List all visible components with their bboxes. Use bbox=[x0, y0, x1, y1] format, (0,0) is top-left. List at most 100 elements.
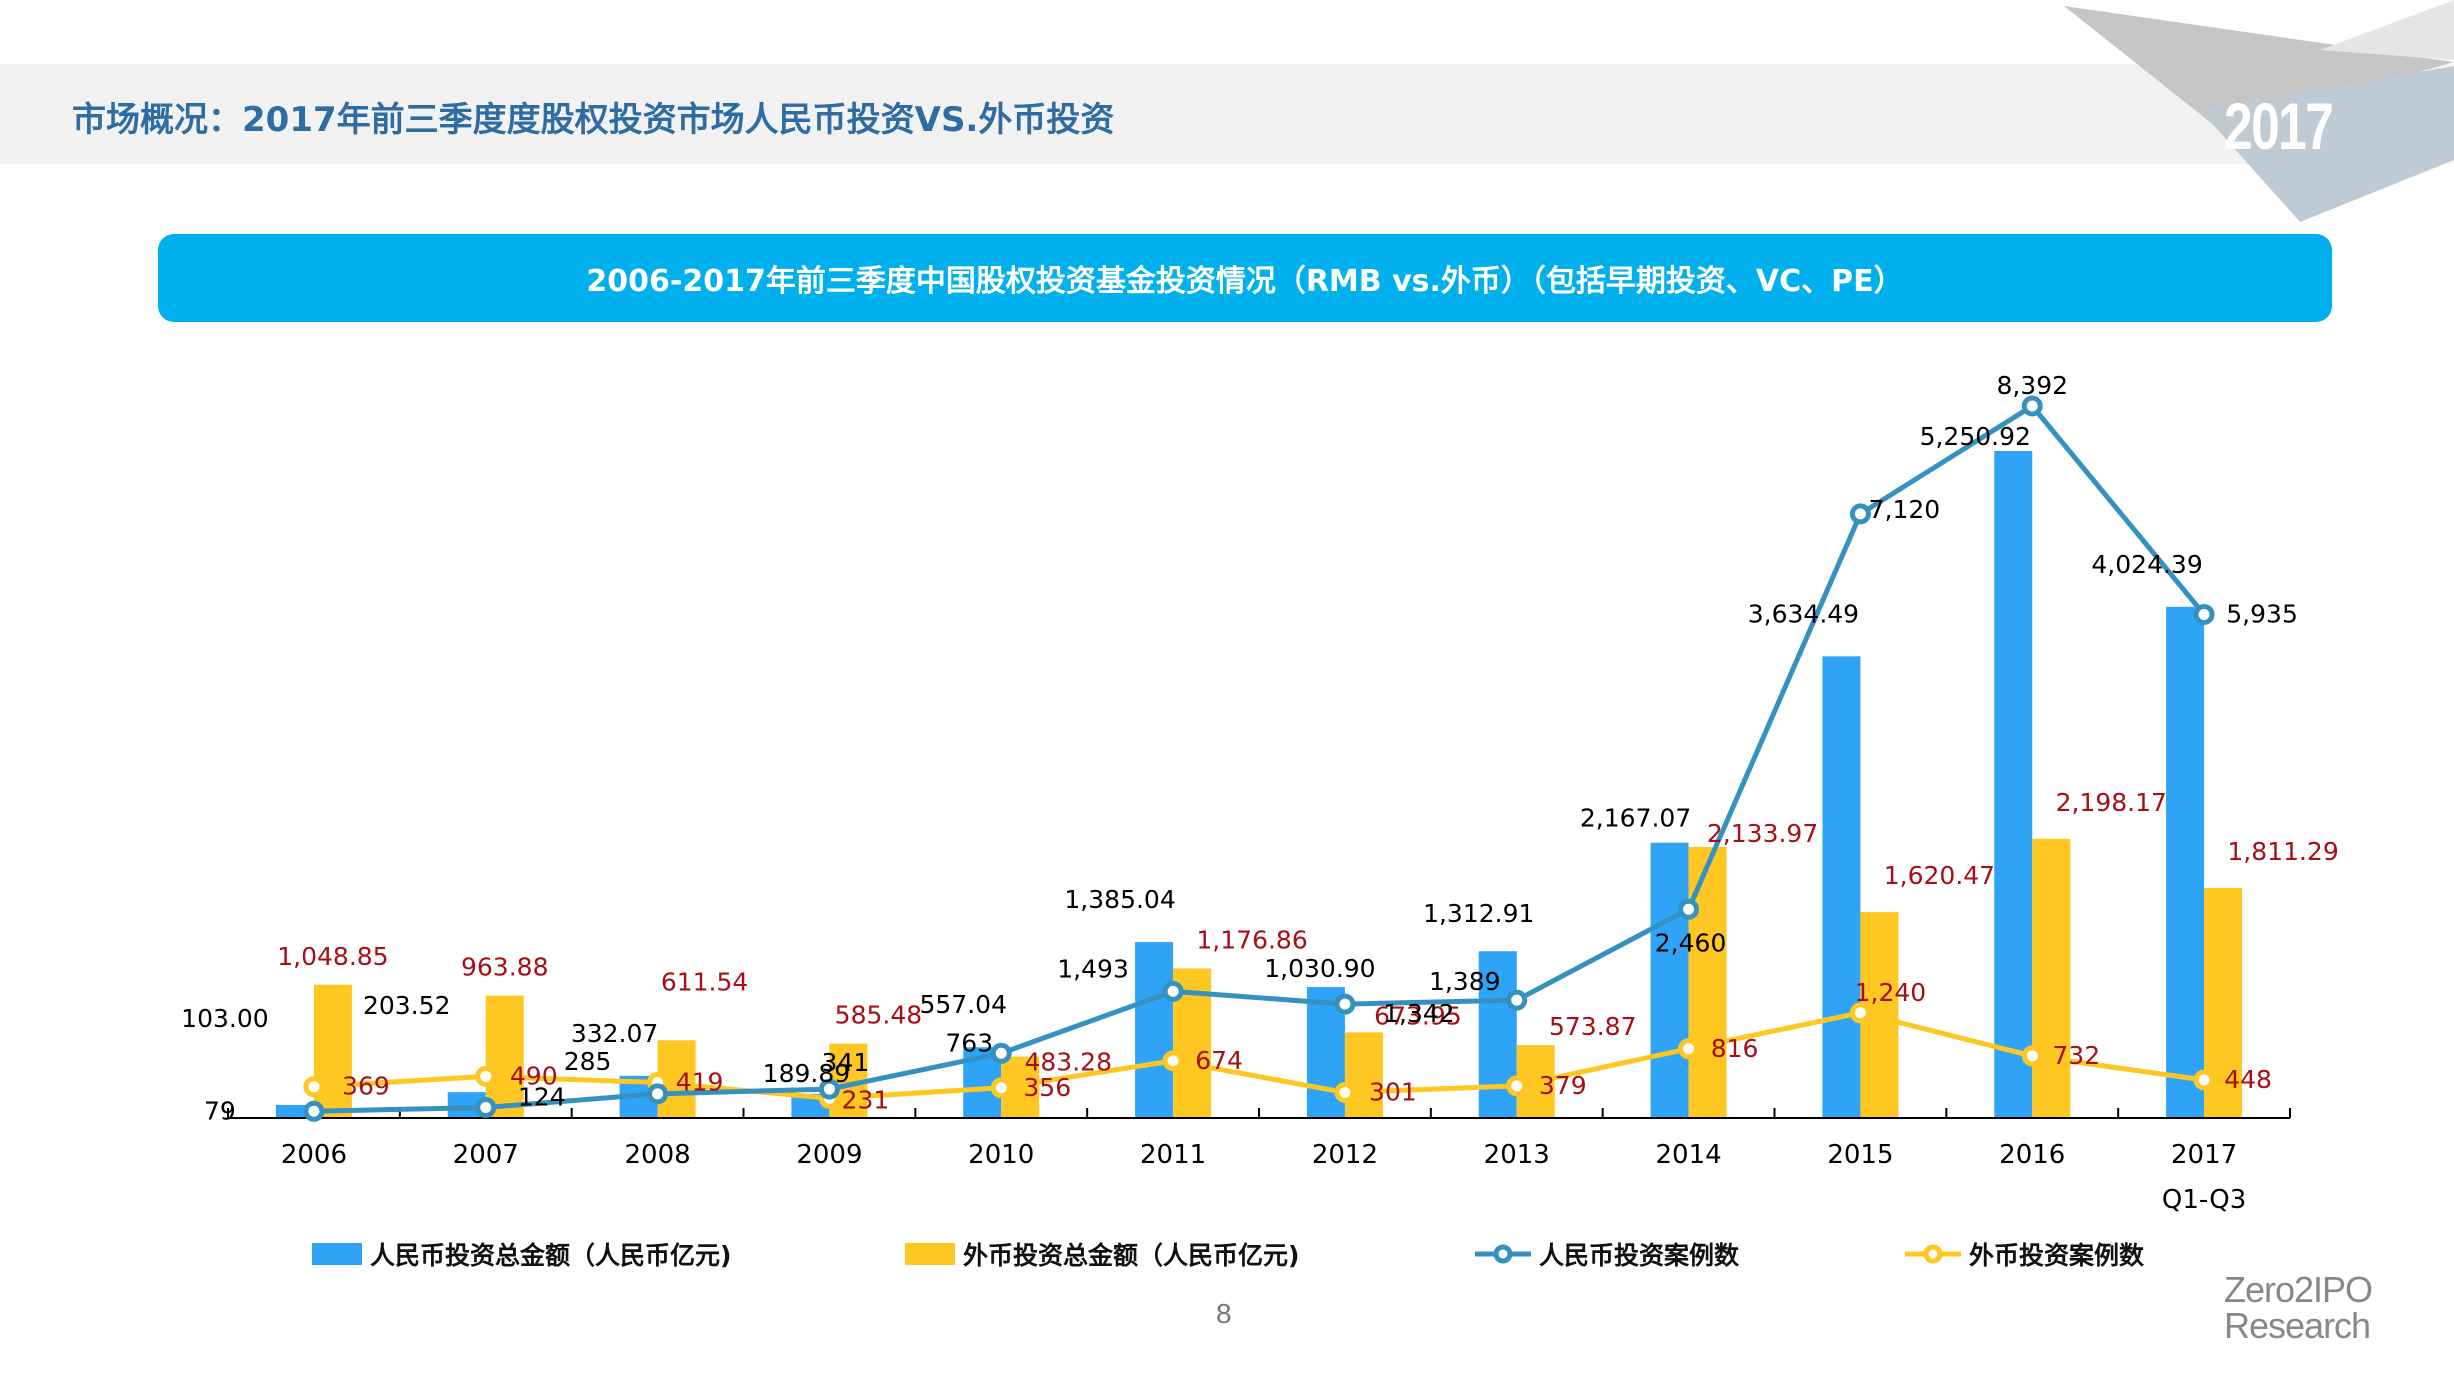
bar-foreign-amount bbox=[313, 984, 352, 1118]
data-label-rmb-amount: 2,167.07 bbox=[1580, 804, 1691, 833]
rmb-count-marker bbox=[818, 1078, 840, 1100]
rmb-count-marker bbox=[475, 1096, 497, 1118]
bar-foreign-amount bbox=[1344, 1032, 1383, 1118]
bar-foreign-amount bbox=[485, 995, 524, 1118]
foreign-count-marker bbox=[1506, 1075, 1528, 1097]
foreign-count-marker bbox=[2021, 1045, 2043, 1067]
foreign-count-marker bbox=[2193, 1069, 2215, 1091]
x-tick-sublabel: Q1-Q3 bbox=[2162, 1185, 2246, 1215]
data-label-foreign-count: 301 bbox=[1369, 1077, 1417, 1106]
bar-rmb-amount bbox=[2166, 606, 2205, 1118]
foreign-count-marker bbox=[1849, 1002, 1871, 1024]
data-label-rmb-count: 1,389 bbox=[1429, 967, 1501, 996]
brand-line-2: Research bbox=[2224, 1305, 2371, 1346]
rmb-count-marker bbox=[1678, 898, 1700, 920]
rmb-count-line bbox=[313, 403, 2207, 1114]
legend-line-marker-icon bbox=[1905, 1244, 1961, 1264]
page-number: 8 bbox=[1216, 1298, 1232, 1329]
data-label-rmb-amount: 4,024.39 bbox=[2091, 550, 2202, 579]
x-tick-label: 2012 bbox=[1312, 1140, 1378, 1170]
rmb-count-marker bbox=[2193, 603, 2215, 625]
legend-item-foreign-amount: 外币投资总金额（人民币亿元) bbox=[905, 1236, 1299, 1272]
data-label-rmb-amount: 1,312.91 bbox=[1423, 899, 1534, 928]
x-tick-label: 2011 bbox=[1140, 1140, 1206, 1170]
rmb-count-marker bbox=[1162, 980, 1184, 1002]
data-label-rmb-count: 1,342 bbox=[1383, 999, 1455, 1028]
data-label-foreign-count: 732 bbox=[2052, 1041, 2100, 1070]
x-tick-label: 2017 bbox=[2171, 1140, 2237, 1170]
data-label-foreign-amount: 673.95 bbox=[1374, 1001, 1461, 1030]
year-badge: 2017 bbox=[2224, 89, 2334, 163]
x-tick-label: 2016 bbox=[1999, 1140, 2065, 1170]
rmb-count-marker bbox=[2021, 395, 2043, 417]
data-label-rmb-amount: 5,250.92 bbox=[1920, 422, 2031, 451]
legend-label: 外币投资案例数 bbox=[1969, 1241, 2145, 1270]
x-tick-label: 2007 bbox=[453, 1140, 519, 1170]
data-label-rmb-count: 285 bbox=[564, 1047, 612, 1076]
data-label-foreign-amount: 963.88 bbox=[461, 953, 548, 982]
data-label-rmb-amount: 103.00 bbox=[181, 1004, 268, 1033]
chart-legend: 人民币投资总金额（人民币亿元) 外币投资总金额（人民币亿元) 人民币投资案例数 … bbox=[0, 1236, 2454, 1276]
foreign-count-marker bbox=[990, 1077, 1012, 1099]
brand-line-1: Zero2IPO bbox=[2224, 1269, 2373, 1310]
x-tick-label: 2015 bbox=[1827, 1140, 1893, 1170]
data-label-foreign-amount: 2,133.97 bbox=[1707, 819, 1818, 848]
legend-item-rmb-count: 人民币投资案例数 bbox=[1475, 1236, 1739, 1272]
data-label-foreign-amount: 1,176.86 bbox=[1196, 926, 1307, 955]
rmb-count-marker bbox=[1849, 503, 1871, 525]
data-label-foreign-count: 379 bbox=[1539, 1071, 1587, 1100]
data-label-rmb-count: 5,935 bbox=[2226, 599, 2298, 628]
data-label-foreign-count: 674 bbox=[1195, 1046, 1243, 1075]
foreign-count-marker bbox=[1334, 1081, 1356, 1103]
chart-title: 2006-2017年前三季度中国股权投资基金投资情况（RMB vs.外币）（包括… bbox=[586, 264, 1904, 299]
legend-item-rmb-amount: 人民币投资总金额（人民币亿元) bbox=[312, 1236, 731, 1272]
data-label-rmb-amount: 1,385.04 bbox=[1064, 885, 1175, 914]
data-label-foreign-count: 490 bbox=[510, 1061, 558, 1090]
data-label-rmb-count: 2,460 bbox=[1655, 928, 1727, 957]
data-label-foreign-amount: 1,048.85 bbox=[277, 942, 388, 971]
data-label-rmb-count: 8,392 bbox=[1996, 371, 2068, 400]
data-label-rmb-count: 341 bbox=[822, 1048, 870, 1077]
data-label-rmb-amount: 557.04 bbox=[920, 990, 1007, 1019]
data-label-rmb-count: 7,120 bbox=[1869, 495, 1941, 524]
data-label-foreign-count: 369 bbox=[342, 1072, 390, 1101]
data-label-rmb-amount: 1,030.90 bbox=[1264, 954, 1375, 983]
rmb-count-marker bbox=[647, 1083, 669, 1105]
data-label-rmb-amount: 3,634.49 bbox=[1748, 599, 1859, 628]
legend-line-marker-icon bbox=[1475, 1244, 1531, 1264]
data-label-foreign-amount: 585.48 bbox=[835, 1001, 922, 1030]
bar-rmb-amount bbox=[1822, 656, 1861, 1118]
rmb-count-marker bbox=[990, 1042, 1012, 1064]
foreign-count-marker bbox=[303, 1076, 325, 1098]
data-label-rmb-count: 763 bbox=[945, 1028, 993, 1057]
x-tick-label: 2010 bbox=[968, 1140, 1034, 1170]
foreign-count-marker bbox=[1162, 1050, 1184, 1072]
legend-swatch-rmb-amount bbox=[312, 1243, 362, 1265]
data-label-rmb-count: 124 bbox=[518, 1082, 566, 1111]
chart-title-banner: 2006-2017年前三季度中国股权投资基金投资情况（RMB vs.外币）（包括… bbox=[158, 234, 2332, 322]
rmb-count-marker bbox=[303, 1100, 325, 1122]
title-band bbox=[0, 64, 2454, 164]
foreign-count-marker bbox=[1678, 1038, 1700, 1060]
x-tick-label: 2013 bbox=[1484, 1140, 1550, 1170]
rmb-count-marker bbox=[1334, 993, 1356, 1015]
data-label-rmb-count: 1,493 bbox=[1057, 954, 1129, 983]
data-label-foreign-count: 816 bbox=[1711, 1034, 1759, 1063]
bar-foreign-amount bbox=[2032, 838, 2071, 1118]
legend-label: 人民币投资案例数 bbox=[1539, 1241, 1740, 1270]
data-label-foreign-count: 231 bbox=[842, 1085, 890, 1114]
brand-logo: Zero2IPO Research bbox=[2224, 1269, 2373, 1346]
legend-label: 外币投资总金额（人民币亿元) bbox=[963, 1241, 1300, 1270]
data-label-foreign-amount: 573.87 bbox=[1549, 1012, 1636, 1041]
rmb-count-marker bbox=[1506, 989, 1528, 1011]
data-label-foreign-count: 1,240 bbox=[1855, 978, 1927, 1007]
bar-rmb-amount bbox=[1994, 451, 2033, 1118]
data-label-foreign-amount: 1,620.47 bbox=[1884, 861, 1995, 890]
legend-item-foreign-count: 外币投资案例数 bbox=[1905, 1236, 2144, 1272]
data-label-foreign-count: 448 bbox=[2224, 1065, 2272, 1094]
data-label-rmb-amount: 203.52 bbox=[363, 991, 450, 1020]
foreign-count-line bbox=[313, 1010, 2205, 1101]
legend-label: 人民币投资总金额（人民币亿元) bbox=[370, 1241, 732, 1270]
data-label-foreign-count: 419 bbox=[676, 1067, 724, 1096]
